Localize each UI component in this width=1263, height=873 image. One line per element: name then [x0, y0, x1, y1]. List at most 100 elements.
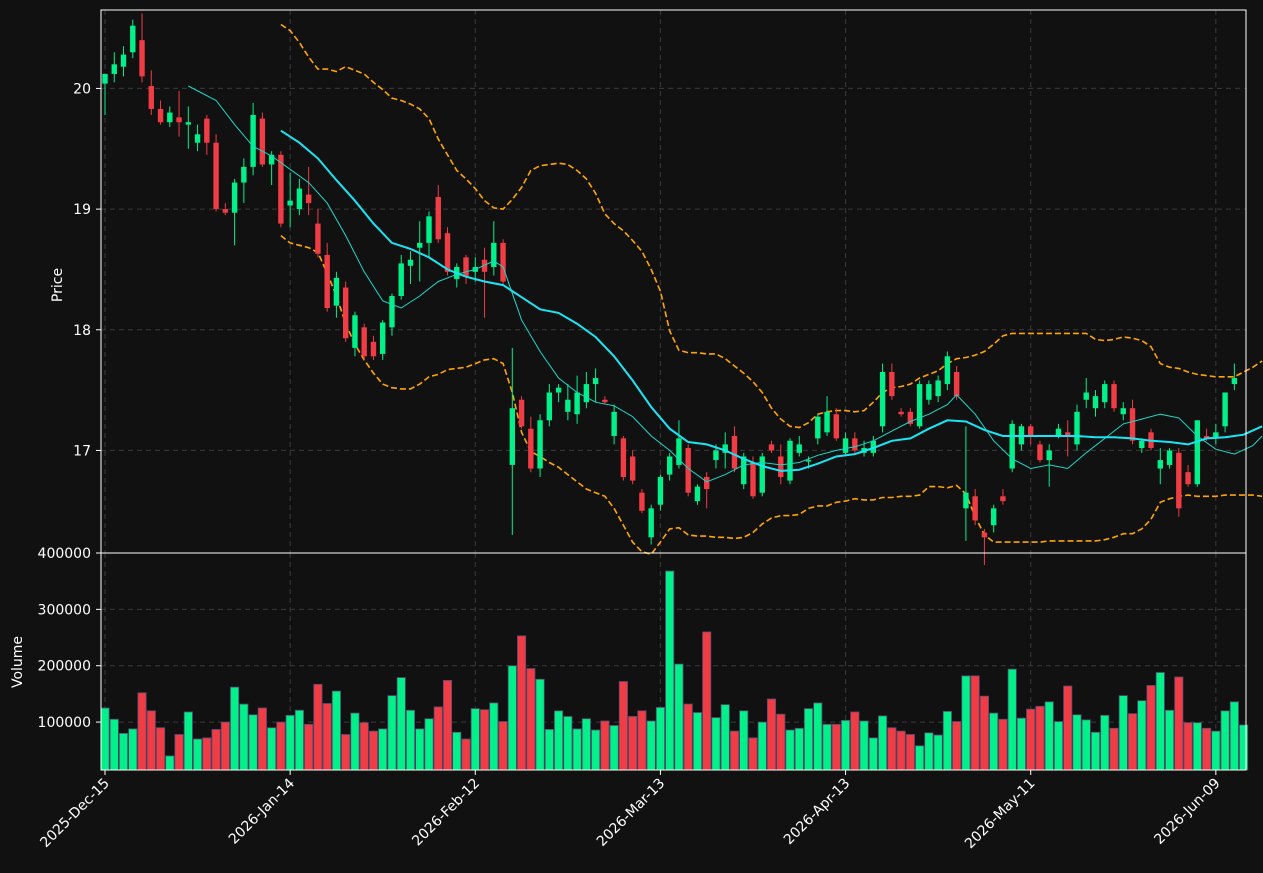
volume-bar [655, 707, 665, 771]
candle-body [194, 134, 201, 143]
candle-body [731, 435, 738, 469]
volume-bar [674, 663, 684, 771]
candle-body [370, 341, 377, 357]
candle-body [407, 259, 414, 266]
candle-body [389, 295, 395, 328]
volume-bar [915, 745, 925, 771]
volume-bar [859, 720, 869, 771]
candle-body [694, 486, 701, 502]
candle-body [1009, 423, 1015, 469]
volume-bar [683, 703, 693, 771]
candle-body [213, 142, 219, 210]
price-y-ticks: 17 18 19 20 [73, 81, 101, 459]
volume-bar [572, 728, 582, 771]
volume-bar [155, 727, 166, 771]
candle-body [889, 372, 895, 397]
volume-bar [665, 570, 675, 771]
volume-bar [1035, 705, 1045, 771]
volume-bar [609, 725, 619, 771]
candle-body [657, 476, 664, 505]
candle-body [1139, 440, 1145, 449]
candle-body [546, 392, 553, 421]
price-axis-label: Price [50, 268, 66, 302]
candles [102, 13, 1238, 566]
candle-body [778, 456, 784, 477]
candle-body [417, 242, 423, 248]
volume-bar [998, 718, 1008, 771]
candle-body [981, 532, 988, 538]
volume-bar [1016, 717, 1026, 771]
volume-bar [498, 721, 508, 771]
volume-bar [757, 721, 767, 771]
volume-bar [878, 715, 888, 771]
volume-bar [989, 712, 999, 771]
candle-body [491, 242, 497, 268]
volume-bar [1072, 714, 1082, 771]
volume-bar [507, 665, 517, 771]
volume-bar [433, 706, 443, 771]
volume-bar [803, 708, 814, 771]
candle-body [1111, 384, 1117, 409]
candle-body [805, 460, 812, 462]
candle-body [815, 416, 821, 439]
volume-bar [702, 631, 712, 771]
candle-body [870, 440, 877, 453]
candle-body [759, 456, 765, 493]
volume-bar [554, 710, 564, 771]
volume-bar [841, 720, 851, 771]
candle-body [676, 438, 682, 465]
candle-body [722, 444, 728, 453]
candle-body [222, 209, 229, 213]
volume-bar [711, 717, 721, 771]
candle-body [629, 456, 636, 481]
candle-body [1194, 420, 1201, 485]
candle-body [1166, 450, 1173, 465]
candle-body [620, 438, 627, 477]
volume-bar [822, 723, 832, 771]
volume-bar [1137, 700, 1147, 771]
volume-bar [1007, 668, 1017, 771]
candle-body [1129, 408, 1136, 441]
volume-bar [267, 727, 277, 771]
volume-bar [378, 728, 388, 771]
volume-y-tick-label: 300000 [38, 602, 91, 618]
candle-body [787, 440, 793, 481]
candle-body [398, 263, 404, 296]
volume-bar [868, 737, 878, 771]
candle-body [666, 456, 673, 475]
bollinger-bands [280, 23, 1263, 556]
candle-body [296, 188, 303, 210]
candle-body [426, 216, 432, 243]
volume-bar [1174, 676, 1184, 771]
volume-bar [211, 729, 221, 771]
volume-bar [331, 690, 341, 771]
volume-bar [1155, 672, 1165, 771]
volume-bar [313, 683, 323, 771]
volume-bar [424, 718, 434, 771]
volume-bar [526, 668, 536, 771]
slow-moving-average-line [280, 129, 1263, 472]
candle-body [102, 73, 108, 84]
volume-bar [850, 711, 860, 771]
volume-bar [924, 732, 934, 771]
candle-body [259, 118, 266, 165]
volume-bar [776, 713, 786, 771]
price-panel: 17 18 19 20 Price [50, 9, 1263, 566]
candle-body [1000, 496, 1006, 502]
candle-body [1213, 432, 1219, 439]
candle-body [833, 414, 840, 439]
candle-body [648, 508, 654, 538]
volume-bar [322, 703, 332, 771]
volume-bar [174, 734, 184, 771]
candle-body [879, 372, 886, 427]
price-y-tick-label: 17 [73, 443, 91, 459]
volume-bar [1053, 721, 1064, 771]
volume-panel: 100000 200000 300000 400000 Volume [10, 546, 1249, 771]
candle-body [176, 117, 182, 123]
upper-band-line [280, 23, 1263, 429]
volume-bar [220, 721, 230, 771]
candle-body [1046, 450, 1052, 461]
candle-body [185, 122, 192, 125]
candle-body [602, 399, 608, 403]
volume-panel-frame [100, 552, 1247, 771]
